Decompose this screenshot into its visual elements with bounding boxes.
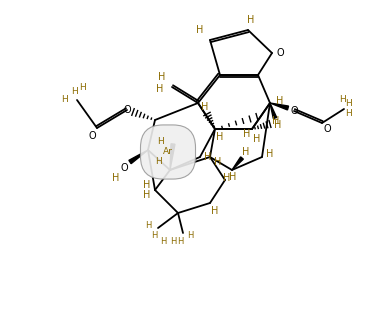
- Text: H: H: [156, 84, 164, 94]
- Polygon shape: [270, 103, 288, 110]
- Text: H: H: [204, 152, 212, 162]
- Text: O: O: [323, 124, 331, 134]
- Text: H: H: [61, 96, 67, 105]
- Text: H: H: [339, 95, 346, 103]
- Text: H: H: [71, 87, 77, 97]
- Text: H: H: [272, 116, 280, 126]
- Polygon shape: [170, 144, 175, 170]
- Text: O: O: [290, 106, 298, 116]
- Text: H: H: [274, 120, 282, 130]
- Text: H: H: [155, 158, 161, 166]
- Text: H: H: [216, 132, 224, 142]
- Text: O: O: [123, 105, 131, 115]
- Text: H: H: [157, 137, 164, 147]
- Text: H: H: [247, 15, 255, 25]
- Text: H: H: [223, 173, 231, 183]
- Text: H: H: [158, 72, 166, 82]
- Text: H: H: [266, 149, 274, 159]
- Text: H: H: [143, 190, 151, 200]
- Text: H: H: [160, 237, 166, 245]
- Text: O: O: [88, 131, 96, 141]
- Text: H: H: [346, 98, 352, 108]
- Text: H: H: [177, 237, 183, 245]
- Text: H: H: [170, 237, 176, 245]
- Text: H: H: [276, 96, 284, 106]
- Text: H: H: [243, 129, 251, 139]
- Text: H: H: [196, 25, 204, 35]
- Text: H: H: [211, 206, 219, 216]
- Text: Ar: Ar: [163, 148, 173, 157]
- Text: H: H: [79, 84, 85, 93]
- Polygon shape: [270, 103, 277, 119]
- Polygon shape: [232, 157, 243, 170]
- Text: H: H: [145, 220, 151, 229]
- Text: H: H: [151, 230, 157, 240]
- Text: H: H: [214, 157, 222, 167]
- Text: H: H: [112, 173, 120, 183]
- Text: H: H: [187, 230, 193, 240]
- Text: H: H: [201, 102, 209, 112]
- Polygon shape: [129, 150, 148, 164]
- Text: H: H: [253, 134, 261, 144]
- Text: H: H: [143, 180, 151, 190]
- Text: O: O: [276, 48, 284, 58]
- Text: O: O: [120, 163, 128, 173]
- Text: H: H: [229, 172, 237, 182]
- Text: H: H: [346, 109, 352, 118]
- Text: H: H: [242, 147, 250, 157]
